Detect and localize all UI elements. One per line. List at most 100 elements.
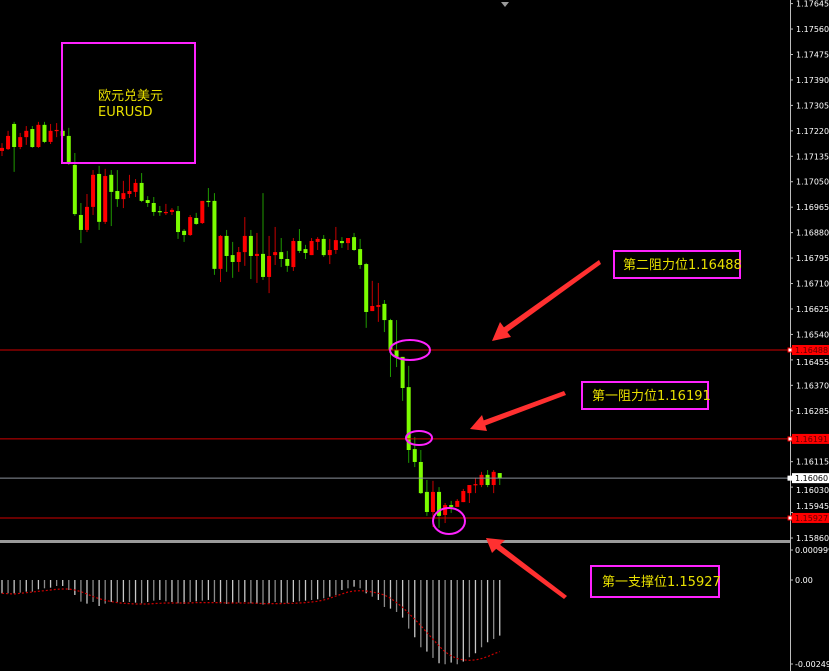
- candle-body: [0, 147, 4, 151]
- y-tick-label: 1.17645: [796, 0, 829, 9]
- candle-body: [315, 238, 320, 242]
- candle: [109, 170, 114, 227]
- candle: [97, 165, 102, 230]
- candle-body: [291, 241, 296, 268]
- symbol-annotation-box[interactable]: 欧元兑美元 EURUSD: [61, 42, 196, 164]
- support-1-note: 第一支撑位1.15927: [602, 575, 721, 590]
- y-tick-label: 1.16455: [796, 358, 829, 367]
- candle: [424, 479, 429, 516]
- y-tick-label: 1.16965: [796, 203, 829, 212]
- current-price-label-bg: [792, 473, 829, 484]
- candle: [291, 238, 296, 271]
- support-1-annotation[interactable]: 第一支撑位1.15927: [590, 565, 721, 598]
- candle: [321, 235, 326, 257]
- arrow-to-resistance-1-icon: [470, 391, 566, 431]
- candle-body: [309, 241, 314, 256]
- candle-body: [412, 449, 417, 462]
- candle-body: [115, 191, 120, 200]
- candle: [297, 229, 302, 253]
- candle: [279, 238, 284, 268]
- candle-body: [473, 484, 478, 486]
- candle-body: [176, 211, 181, 233]
- candle-body: [12, 123, 17, 148]
- candle-body: [109, 174, 114, 192]
- candle: [242, 217, 247, 266]
- candle: [273, 226, 278, 265]
- candle-body: [169, 209, 174, 212]
- y-tick-label: 1.17135: [796, 152, 829, 161]
- chart-shift-marker-icon[interactable]: [501, 2, 509, 7]
- candle-body: [430, 491, 435, 512]
- resistance-2-note: 第二阻力位1.16488: [623, 258, 742, 273]
- candle: [103, 168, 108, 224]
- candle-body: [151, 202, 156, 212]
- candle-body: [42, 124, 47, 142]
- panel-separator[interactable]: [0, 540, 790, 543]
- candle: [303, 244, 308, 259]
- y-tick-label: 1.16115: [796, 458, 829, 467]
- candle-body: [297, 241, 302, 251]
- candle: [352, 232, 357, 251]
- candle-body: [370, 305, 375, 312]
- current-price-label: 1.16060: [795, 474, 828, 483]
- level-price-label-marker: [787, 347, 793, 353]
- candle: [145, 196, 150, 207]
- level-price-label: 1.16191: [795, 435, 828, 444]
- candle-body: [78, 214, 83, 230]
- candle-body: [224, 235, 229, 256]
- candle: [412, 437, 417, 468]
- candle: [176, 205, 181, 239]
- candle: [194, 212, 199, 225]
- candle: [188, 214, 193, 236]
- candle: [370, 280, 375, 312]
- candle: [224, 229, 229, 272]
- candle-body: [66, 135, 71, 163]
- resistance-1-annotation[interactable]: 第一阻力位1.16191: [581, 381, 711, 410]
- candle: [121, 180, 126, 209]
- candle: [12, 121, 17, 172]
- indicator-tick-label: -0.00249: [795, 660, 829, 669]
- indicator-tick-label: 0.00: [795, 576, 813, 585]
- y-tick-label: 1.16795: [796, 254, 829, 263]
- candle-body: [394, 350, 399, 357]
- candle: [48, 123, 53, 145]
- y-tick-label: 1.17305: [796, 101, 829, 110]
- candle-body: [48, 130, 53, 142]
- candle: [449, 500, 454, 513]
- symbol-name-en: EURUSD: [98, 105, 153, 120]
- candle-body: [230, 255, 235, 262]
- candle: [42, 121, 47, 144]
- y-tick-label: 1.16370: [796, 381, 829, 390]
- candle: [84, 194, 89, 233]
- candle-body: [358, 249, 363, 265]
- candle-body: [72, 164, 77, 215]
- candle-body: [54, 129, 59, 132]
- resistance-2-annotation[interactable]: 第二阻力位1.16488: [613, 250, 742, 279]
- candle-body: [376, 305, 381, 307]
- candle: [151, 197, 156, 216]
- candle-body: [485, 474, 490, 486]
- y-tick-label: 1.15860: [796, 534, 829, 543]
- candle: [491, 470, 496, 494]
- candle-body: [388, 320, 393, 350]
- candle-body: [6, 135, 11, 150]
- candle-body: [200, 200, 205, 224]
- candle-body: [163, 211, 168, 214]
- candle: [479, 471, 484, 488]
- candle-body: [236, 252, 241, 262]
- y-tick-label: 1.16710: [796, 280, 829, 289]
- candle: [36, 121, 41, 148]
- candle: [0, 143, 4, 156]
- candle-body: [206, 200, 211, 203]
- candle: [200, 200, 205, 224]
- level-price-label: 1.16488: [795, 346, 828, 355]
- candle: [66, 127, 71, 165]
- candle-body: [279, 252, 284, 259]
- level-price-label-marker: [787, 436, 793, 442]
- candle-body: [339, 241, 344, 244]
- candle: [418, 450, 423, 495]
- candle-body: [285, 258, 290, 266]
- candle: [261, 193, 266, 280]
- candle-body: [443, 505, 448, 515]
